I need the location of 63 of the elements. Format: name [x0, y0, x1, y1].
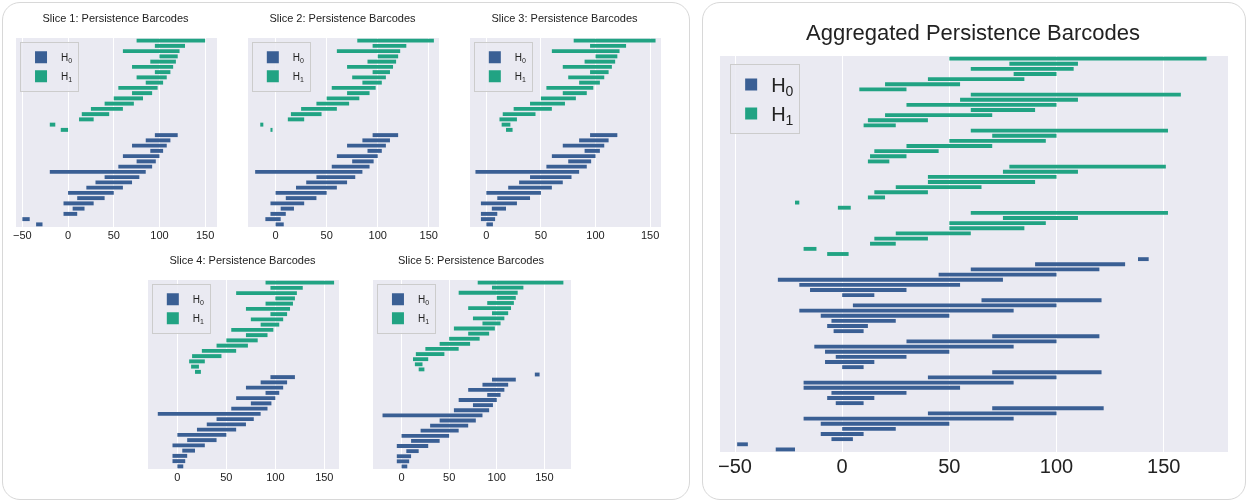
legend-label: H$_{1}$ — [771, 103, 794, 129]
legend-label: H$_{1}$ — [417, 313, 430, 326]
legend-label: H$_{0}$ — [417, 294, 430, 307]
legend-label: H$_{1}$ — [192, 313, 205, 326]
x-tick-label: 150 — [195, 229, 215, 241]
bar — [992, 370, 1102, 375]
chart-title: Slice 5: Persistence Barcodes — [397, 253, 545, 266]
chart-title: Slice 4: Persistence Barcodes — [169, 253, 317, 266]
x-tick-label: 100 — [150, 229, 169, 241]
bar — [49, 122, 56, 127]
x-tick-label: 100 — [266, 471, 285, 483]
bar — [803, 246, 817, 251]
x-tick-label: 150 — [535, 471, 554, 483]
legend-label: H$_{1}$ — [292, 71, 305, 84]
bar — [270, 127, 273, 132]
x-tick-label: 150 — [1147, 455, 1181, 477]
bar — [60, 127, 69, 132]
bar — [795, 200, 800, 205]
x-tick-label: 100 — [368, 229, 387, 241]
bar — [827, 252, 849, 256]
bar — [992, 406, 1104, 411]
bar — [837, 205, 851, 210]
legend-label: H$_{0}$ — [292, 52, 305, 65]
bar — [195, 369, 201, 374]
x-tick-label: 50 — [534, 229, 548, 241]
chart-title: Slice 3: Persistence Barcodes — [491, 11, 639, 24]
x-tick-label: 50 — [107, 229, 120, 241]
legend-label: H$_{0}$ — [771, 74, 794, 100]
legend-label: H$_{0}$ — [61, 52, 73, 65]
x-tick-label: 0 — [174, 471, 181, 483]
legend-label: H$_{1}$ — [514, 71, 527, 84]
x-tick-label: 0 — [836, 455, 848, 477]
x-tick-label: 150 — [640, 229, 660, 241]
x-tick-label: 50 — [938, 455, 961, 477]
chart-title: Slice 1: Persistence Barcodes — [42, 11, 190, 24]
x-tick-label: 100 — [1039, 455, 1074, 477]
x-tick-label: 100 — [586, 229, 605, 241]
x-tick-label: 50 — [320, 229, 333, 241]
bar — [22, 217, 30, 222]
x-tick-label: 50 — [443, 471, 456, 483]
x-tick-label: 150 — [419, 229, 438, 241]
x-tick-label: 0 — [272, 229, 279, 241]
x-tick-label: 150 — [315, 471, 334, 483]
x-tick-label: −50 — [13, 229, 32, 241]
x-tick-label: 50 — [220, 471, 233, 483]
x-tick-label: 0 — [398, 471, 405, 483]
chart-title: Aggregated Persistence Barcodes — [806, 20, 1140, 46]
legend-label: H$_{0}$ — [514, 52, 527, 65]
bar — [506, 127, 513, 132]
x-tick-label: 0 — [65, 229, 72, 241]
bar — [992, 334, 1100, 339]
bar — [1137, 257, 1149, 262]
x-tick-label: 100 — [487, 471, 506, 483]
bar — [981, 298, 1102, 303]
bar — [36, 222, 43, 227]
x-tick-label: −50 — [718, 455, 752, 477]
legend-label: H$_{1}$ — [61, 71, 73, 84]
bar — [1035, 262, 1126, 267]
x-tick-label: 0 — [483, 229, 490, 241]
bar — [260, 122, 264, 127]
chart-title: Slice 2: Persistence Barcodes — [269, 11, 417, 24]
bar — [737, 442, 748, 447]
legend-label: H$_{0}$ — [192, 294, 205, 307]
